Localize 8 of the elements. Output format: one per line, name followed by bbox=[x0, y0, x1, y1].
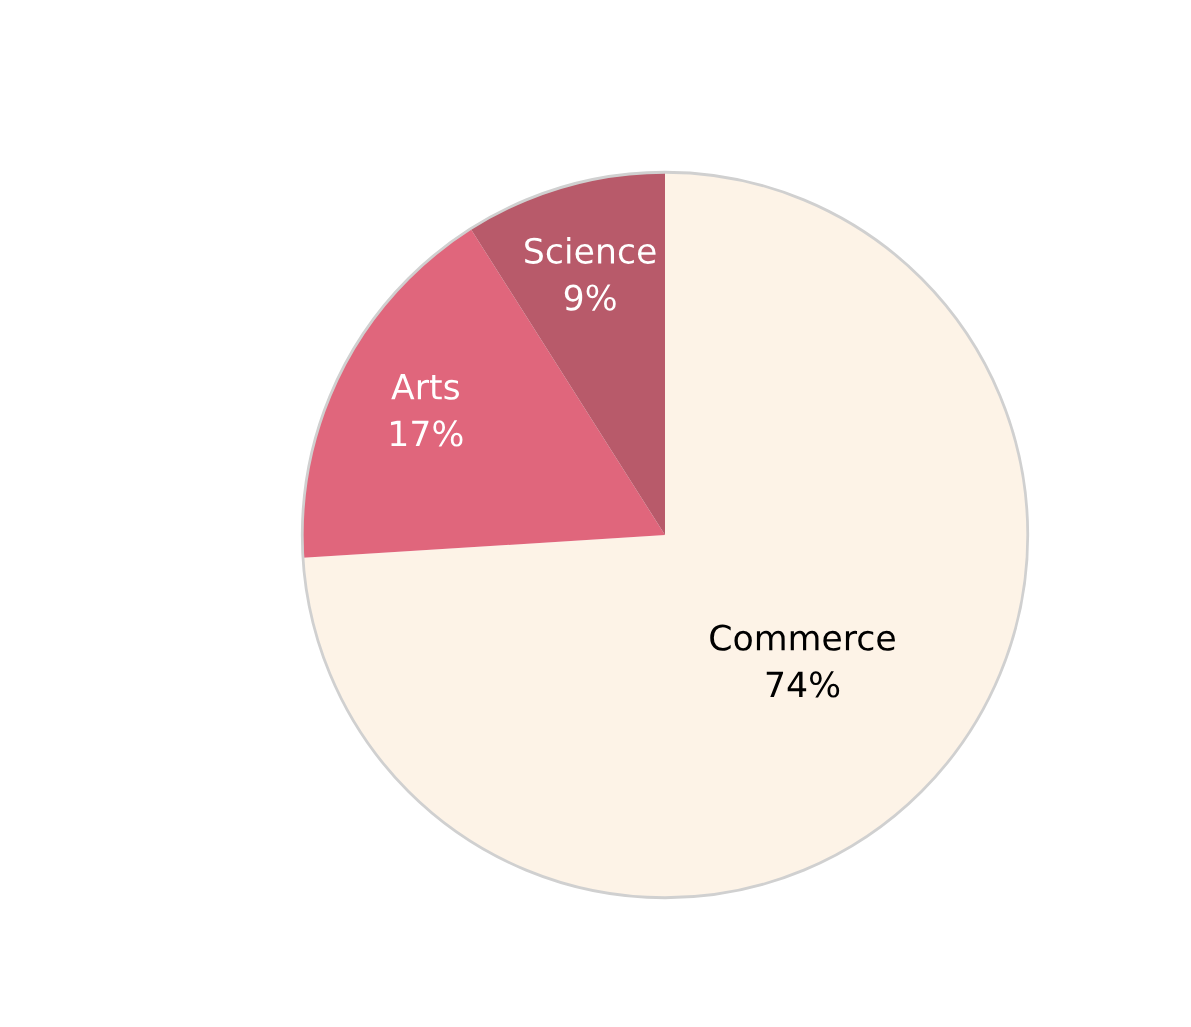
slice-label: Science bbox=[525, 237, 656, 264]
data-label: 17% bbox=[391, 420, 463, 447]
pie-slice bbox=[302, 228, 665, 558]
data-label: 9% bbox=[564, 284, 616, 311]
slice-label: Commerce bbox=[710, 624, 895, 651]
slice-label: Arts bbox=[391, 374, 459, 400]
data-label: 74% bbox=[766, 671, 840, 698]
pie-slice bbox=[470, 172, 665, 535]
